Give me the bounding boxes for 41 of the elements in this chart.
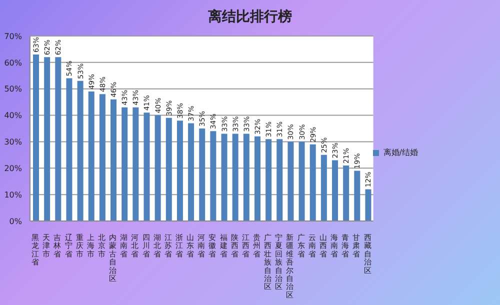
y-tick-label: 70% (4, 32, 22, 41)
bar (55, 57, 62, 221)
bar (33, 54, 39, 221)
bar (332, 160, 338, 221)
legend-label: 离婚/结婚 (383, 148, 418, 157)
y-tick-label: 50% (4, 84, 22, 94)
y-tick-label: 0% (9, 216, 22, 226)
y-tick-label: 10% (4, 190, 22, 200)
bar (354, 170, 360, 221)
bar (66, 78, 72, 221)
bar (122, 107, 128, 221)
bar (110, 99, 117, 221)
bar (176, 120, 183, 221)
bar (266, 139, 272, 221)
bar (144, 112, 150, 221)
y-tick-label: 30% (4, 138, 22, 147)
chart-title: 离结比排行榜 (207, 8, 293, 26)
bar (365, 189, 372, 221)
bar (188, 123, 194, 221)
y-tick-label: 20% (4, 164, 22, 173)
bar (298, 142, 305, 221)
bar (166, 118, 172, 221)
bar (77, 80, 84, 221)
bar (343, 166, 350, 221)
bar (221, 134, 228, 221)
bar (288, 142, 294, 221)
y-tick-label: 40% (4, 111, 22, 120)
bar (320, 154, 327, 221)
bar (88, 92, 94, 221)
bar (310, 144, 316, 221)
bar (210, 131, 216, 221)
bar (154, 115, 161, 221)
bar (132, 107, 139, 221)
y-tick-label: 60% (4, 58, 22, 68)
bar (254, 136, 260, 221)
bar (243, 134, 250, 221)
bar (99, 94, 106, 221)
bar (276, 139, 283, 221)
bar (199, 128, 206, 221)
bar (232, 134, 238, 221)
bar (44, 57, 50, 221)
